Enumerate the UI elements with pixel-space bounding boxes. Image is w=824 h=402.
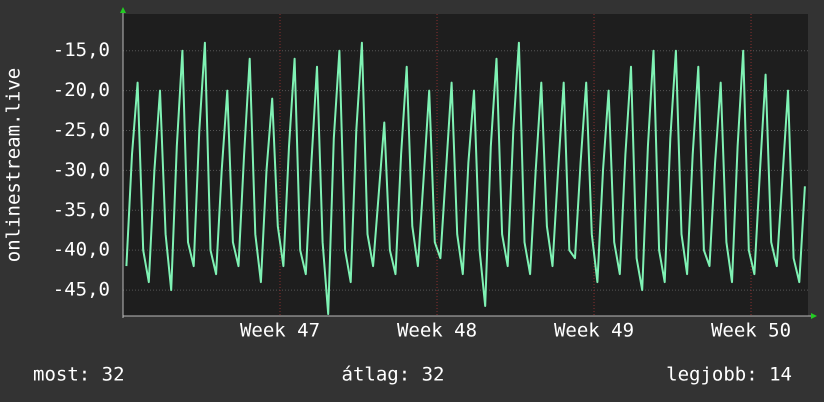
y-axis-arrow [120,7,126,13]
grid [123,14,808,316]
y-tick-label: -20,0 [53,79,110,101]
x-tick-label: Week 49 [554,320,634,342]
y-tick-label: -15,0 [53,39,110,61]
footer-average: átlag: 32 [342,364,445,386]
y-tick-label: -40,0 [53,239,110,261]
y-tick-label: -25,0 [53,119,110,141]
footer-best: legjobb: 14 [666,364,792,386]
plot-area [123,14,808,316]
x-tick-label: Week 47 [240,320,320,342]
x-axis-arrow [811,313,817,319]
x-tick-label: Week 48 [397,320,477,342]
y-axis-label: onlinestream.live [3,68,25,262]
y-tick-label: -35,0 [53,199,110,221]
footer-current: most: 32 [33,364,125,386]
x-tick-label: Week 50 [711,320,791,342]
data-line [125,41,806,315]
y-tick-label: -30,0 [53,159,110,181]
y-tick-label: -45,0 [53,279,110,301]
